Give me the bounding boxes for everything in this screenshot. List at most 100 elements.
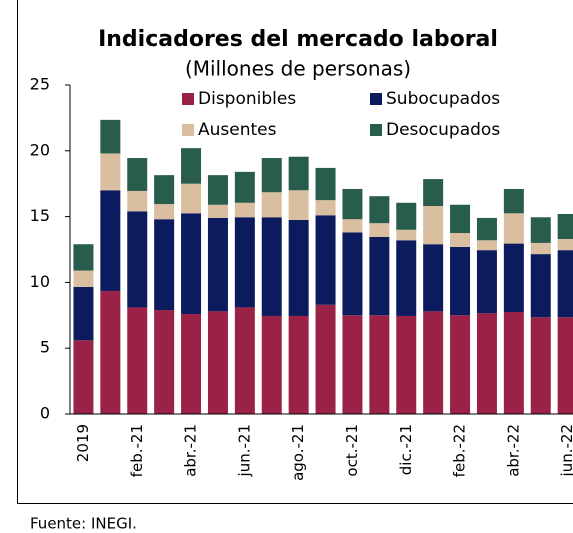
- bar-segment: [530, 254, 551, 318]
- bar-segment: [207, 204, 228, 218]
- bar-segment: [207, 217, 228, 312]
- legend-label: Disponibles: [198, 89, 296, 109]
- legend-swatch: [370, 124, 382, 136]
- x-tick-label: jun.-21: [235, 424, 253, 477]
- legend-label: Ausentes: [198, 120, 277, 140]
- bar-segment: [423, 311, 444, 414]
- bar-segment: [181, 183, 202, 214]
- bar-segment: [234, 217, 255, 308]
- y-tick-label: 5: [40, 338, 50, 357]
- legend-swatch: [182, 93, 194, 105]
- bar-segment: [73, 270, 94, 288]
- bar-segment: [73, 287, 94, 341]
- bar-segment: [557, 213, 573, 239]
- bar-segment: [476, 217, 497, 241]
- y-tick-label: 25: [30, 75, 50, 94]
- bar-segment: [369, 196, 390, 224]
- bar-segment: [234, 171, 255, 203]
- bar-segment: [423, 206, 444, 245]
- legend-swatch: [182, 124, 194, 136]
- y-tick-label: 15: [30, 206, 50, 225]
- bar-segment: [315, 167, 336, 201]
- bar-segment: [154, 204, 175, 220]
- bar-segment: [557, 317, 573, 414]
- bar-segment: [450, 233, 471, 247]
- bar-segment: [342, 219, 363, 233]
- bar-segment: [234, 307, 255, 414]
- bar-segment: [530, 317, 551, 414]
- bar-segment: [396, 315, 417, 414]
- bar-segment: [127, 158, 148, 191]
- x-tick-label: abr.-22: [504, 424, 522, 477]
- bar-segment: [369, 236, 390, 316]
- bar-segment: [315, 215, 336, 305]
- bar-segment: [73, 244, 94, 271]
- bar-segment: [261, 158, 282, 193]
- bar-segment: [503, 213, 524, 244]
- bar-segment: [73, 340, 94, 414]
- bar-segment: [450, 315, 471, 414]
- bar-segment: [288, 190, 309, 220]
- bar-segment: [100, 119, 121, 154]
- bar-segment: [530, 242, 551, 255]
- bar-segment: [369, 315, 390, 414]
- bar-segment: [503, 188, 524, 214]
- x-tick-label: oct.-21: [343, 424, 361, 477]
- bar-segment: [127, 190, 148, 212]
- bar-segment: [450, 204, 471, 234]
- bar-segment: [181, 148, 202, 184]
- bar-segment: [181, 313, 202, 414]
- bar-segment: [557, 250, 573, 318]
- bar-segment: [100, 290, 121, 414]
- bar-segment: [261, 315, 282, 414]
- bar-segment: [476, 240, 497, 251]
- bar-segment: [557, 238, 573, 251]
- bar-segment: [154, 175, 175, 205]
- bar-segment: [261, 192, 282, 218]
- bar-segment: [315, 200, 336, 216]
- source: Fuente: INEGI.: [30, 515, 137, 533]
- bar-segment: [530, 217, 551, 243]
- legend-label: Subocupados: [386, 89, 500, 109]
- bar-segment: [342, 232, 363, 316]
- x-tick-label: 2019: [74, 424, 92, 462]
- bar-segment: [396, 240, 417, 316]
- bar-segment: [207, 175, 228, 205]
- bar-segment: [342, 315, 363, 414]
- bar-segment: [181, 213, 202, 314]
- bar-segment: [342, 188, 363, 220]
- x-tick-label: feb.-22: [451, 424, 469, 477]
- bar-segment: [100, 190, 121, 291]
- bar-segment: [423, 244, 444, 312]
- bar-segment: [100, 153, 121, 191]
- bar-segment: [315, 304, 336, 414]
- chart-subtitle: (Millones de personas): [185, 57, 411, 81]
- bar-segment: [503, 312, 524, 414]
- y-tick-label: 10: [30, 272, 50, 291]
- bar-segment: [127, 211, 148, 308]
- y-tick-label: 0: [40, 404, 50, 423]
- bar-segment: [154, 310, 175, 414]
- bar-segment: [423, 179, 444, 207]
- bar-segment: [396, 229, 417, 241]
- bar-segment: [261, 217, 282, 316]
- bar-segment: [288, 219, 309, 316]
- x-tick-label: feb.-21: [128, 424, 146, 477]
- x-tick-label: abr.-21: [182, 424, 200, 477]
- x-tick-label: dic.-21: [397, 424, 415, 475]
- y-tick-label: 20: [30, 140, 50, 159]
- bar-segment: [396, 202, 417, 230]
- bar-segment: [234, 202, 255, 218]
- bar-segment: [369, 223, 390, 237]
- x-tick-label: ago.-21: [289, 424, 307, 481]
- legend-label: Desocupados: [386, 120, 500, 140]
- bar-segment: [450, 246, 471, 316]
- bar-segment: [476, 313, 497, 414]
- bar-segment: [154, 219, 175, 311]
- bar-segment: [288, 156, 309, 191]
- bar-segment: [288, 315, 309, 414]
- chart-title: Indicadores del mercado laboral: [98, 27, 498, 52]
- x-tick-label: jun.-22: [558, 424, 573, 477]
- bar-segment: [207, 311, 228, 414]
